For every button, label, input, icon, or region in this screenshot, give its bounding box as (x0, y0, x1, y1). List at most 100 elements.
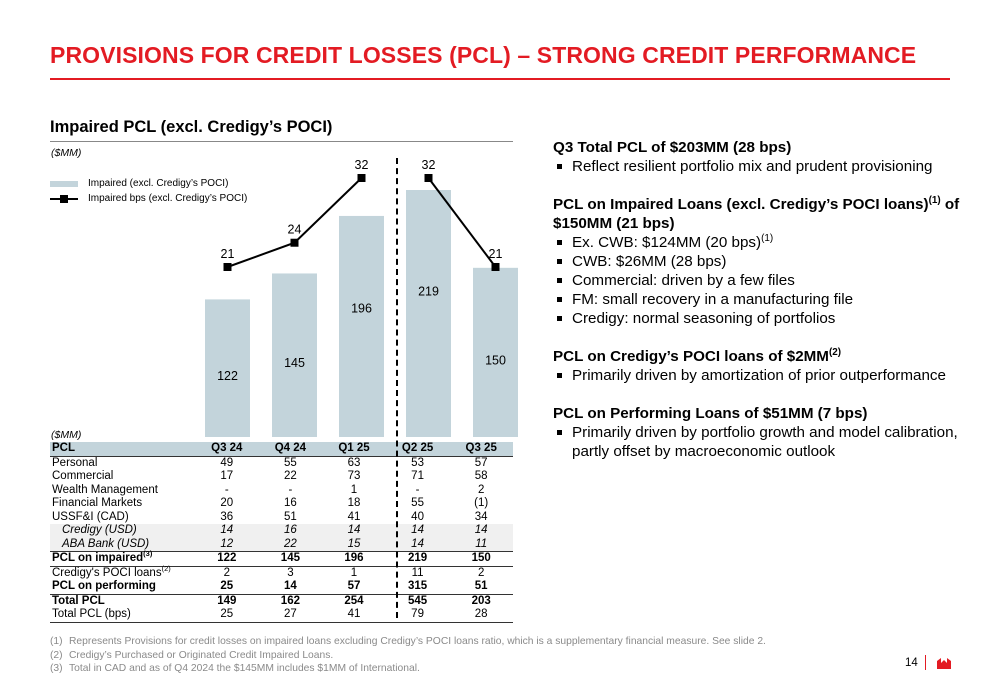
row-label-text: Wealth Management (52, 483, 158, 496)
bullet-item: Commercial: driven by a few files (553, 271, 973, 290)
table-cell: 2 (449, 565, 513, 580)
bullet-text: Ex. CWB: $124MM (20 bps) (572, 234, 762, 251)
footnote: (3) Total in CAD and as of Q4 2024 the $1… (50, 662, 766, 676)
table-row: Financial Markets 20 16 18 55 (1) (50, 497, 513, 511)
footnote-number: (3) (50, 663, 63, 674)
page-number: 14 (905, 657, 918, 669)
row-label-text: USSF&I (CAD) (52, 510, 129, 523)
legend-item-bar: Impaired (excl. Credigy’s POCI) (50, 176, 247, 191)
bullet-list: Reflect resilient portfolio mix and prud… (553, 157, 973, 176)
table-cell: 34 (474, 510, 488, 523)
commentary-section-poci: PCL on Credigy’s POCI loans of $2MM(2) P… (553, 347, 973, 385)
chart-title-rule (50, 141, 513, 142)
table-cell: 36 (220, 510, 234, 523)
table-cell: - (415, 483, 420, 496)
table-cell: 196 (322, 551, 386, 566)
footnote-text: Represents Provisions for credit losses … (69, 636, 766, 647)
table-header-cell: Q3 25 (449, 442, 513, 457)
table-row: USSF&I (CAD) 36 51 41 40 34 (50, 511, 513, 525)
footnote-text: Credigy’s Purchased or Originated Credit… (69, 649, 334, 661)
table-row: PCL on performing 25 14 57 315 51 (50, 580, 513, 594)
legend-bar-label: Impaired (excl. Credigy’s POCI) (88, 178, 229, 189)
bps-value-label: 21 (221, 247, 235, 261)
table-row-label: USSF&I (CAD) (50, 511, 195, 525)
table-row-label: PCL on impaired(3) (50, 550, 195, 566)
bar-value-label: 145 (284, 356, 305, 370)
table-cell: 79 (385, 608, 450, 623)
commentary-heading: PCL on Performing Loans of $51MM (7 bps) (553, 405, 868, 422)
table-cell: - (288, 483, 293, 496)
table-header-cell: Q3 24 (195, 442, 259, 457)
page-number-separator (925, 655, 926, 670)
legend-bar-swatch (50, 180, 78, 187)
footnote-number: (1) (50, 636, 63, 647)
table-cell: 20 (220, 497, 234, 509)
row-label-text: Financial Markets (52, 497, 143, 509)
table-row-label: Wealth Management (50, 484, 195, 498)
table-cell: 2 (477, 483, 485, 496)
impaired-pcl-chart: 122 145 196 219 150 21 24 32 32 21 (205, 158, 518, 437)
commentary-section-impaired: PCL on Impaired Loans (excl. Credigy’s P… (553, 195, 973, 328)
commentary-section-performing: PCL on Performing Loans of $51MM (7 bps)… (553, 404, 973, 461)
table-cell: 2 (195, 565, 259, 580)
bullet-item: Ex. CWB: $124MM (20 bps)(1) (553, 233, 973, 252)
pcl-table: PCL Q3 24 Q4 24 Q1 25 Q2 25 Q3 25 Person… (50, 442, 513, 623)
bank-logo-icon (937, 658, 951, 669)
heading-text: PCL on Credigy’s POCI loans of $2MM (553, 348, 829, 365)
table-row-label: Total PCL (50, 593, 195, 608)
period-divider (396, 158, 398, 618)
heading-footnote-ref: (2) (828, 346, 842, 358)
table-header-cell: Q4 24 (258, 442, 323, 457)
table-unit-label: ($MM) (51, 429, 82, 441)
bar-value-label: 219 (418, 285, 439, 299)
table-cell: 162 (258, 593, 323, 608)
table-row: PCL on impaired(3) 122 145 196 219 150 (50, 550, 513, 566)
legend-line-label: Impaired bps (excl. Credigy’s POCI) (88, 193, 248, 204)
row-label-text: Credigy (USD) (62, 524, 137, 536)
table-cell: 22 (258, 537, 323, 552)
table-row: Total PCL 149 162 254 545 203 (50, 593, 513, 608)
row-label-text: Credigy's POCI loans (52, 566, 162, 579)
table-header-row: PCL Q3 24 Q4 24 Q1 25 Q2 25 Q3 25 (50, 442, 513, 457)
row-footnote-ref: (2) (161, 563, 171, 573)
bar-value-label: 196 (351, 301, 372, 315)
table-row-label: Credigy (USD) (50, 524, 195, 538)
table-cell: 11 (385, 565, 450, 580)
legend-item-line: Impaired bps (excl. Credigy’s POCI) (50, 191, 247, 206)
bullet-list: Primarily driven by amortization of prio… (553, 366, 973, 385)
row-label-text: ABA Bank (USD) (62, 537, 150, 550)
table-header-cell: Q1 25 (322, 442, 386, 457)
table-row-label: Financial Markets (50, 497, 195, 511)
table-cell: 73 (347, 470, 361, 482)
table-cell: - (224, 483, 229, 496)
bps-marker (290, 238, 299, 247)
bullet-item: Credigy: normal seasoning of portfolios (553, 309, 973, 328)
table-cell: 51 (283, 510, 297, 523)
table-row-label: ABA Bank (USD) (50, 537, 195, 552)
table-cell: 55 (283, 456, 297, 469)
table-header-cell: Q2 25 (385, 442, 450, 457)
table-row: Personal 49 55 63 53 57 (50, 456, 513, 470)
bar-value-label: 122 (217, 369, 238, 383)
table-cell: 63 (347, 456, 361, 469)
commentary-heading: PCL on Credigy’s POCI loans of $2MM(2) (553, 347, 973, 366)
table-cell: 41 (347, 510, 361, 523)
bps-value-label: 21 (489, 247, 503, 261)
table-cell: 145 (258, 551, 323, 566)
bps-value-label: 32 (422, 158, 436, 172)
row-label-text: Commercial (52, 470, 114, 482)
table-cell: 14 (283, 580, 297, 592)
slide-title: PROVISIONS FOR CREDIT LOSSES (PCL) – STR… (50, 42, 917, 68)
footnote-text: Total in CAD and as of Q4 2024 the $145M… (69, 663, 420, 674)
bps-marker (223, 263, 232, 271)
table-row-label: Personal (50, 456, 195, 470)
table-cell: 22 (283, 470, 297, 482)
bar (473, 267, 518, 437)
table-cell: 14 (322, 524, 386, 538)
row-label-text: PCL on performing (52, 580, 156, 592)
table-cell: 16 (258, 524, 323, 538)
table-cell: 17 (220, 470, 234, 482)
bar (205, 299, 250, 437)
table-cell: 53 (411, 456, 424, 469)
heading-text-end: of $150MM (21 bps) (553, 196, 960, 232)
